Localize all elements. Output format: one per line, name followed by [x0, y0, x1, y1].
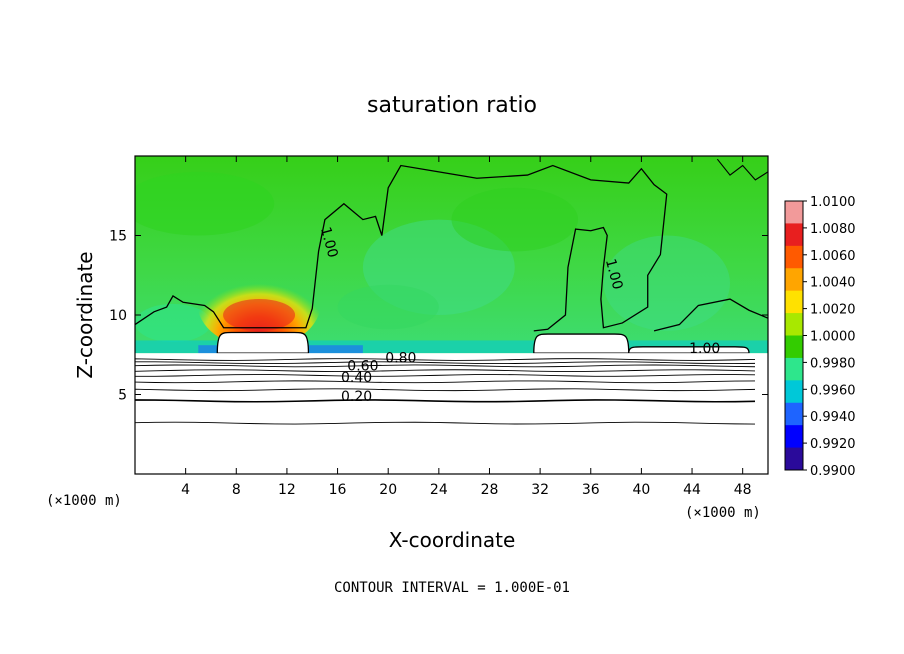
contour-1-00: [716, 158, 768, 181]
colorbar: 1.0100 1.0080 1.0060 1.0040 1.0020 1.0000 0.99…: [784, 195, 856, 479]
field-patch: [603, 235, 731, 331]
colorbar-swatch: [785, 335, 803, 359]
contour-label: 0.60: [347, 359, 378, 375]
y-axis: 5 10 15: [109, 229, 768, 404]
colorbar-swatch: [785, 245, 803, 269]
contour-line: [135, 388, 756, 392]
field-patch: [135, 171, 275, 236]
dry-region: [628, 346, 750, 354]
contour-1-00: [135, 164, 668, 332]
contour-line: [135, 369, 756, 372]
colorbar-label: 0.9940: [810, 410, 856, 425]
contour-line: [135, 380, 756, 384]
x-tick-label: 20: [379, 482, 397, 498]
x-tick-label: 24: [430, 482, 448, 498]
contour-line: [135, 374, 756, 377]
x-tick-label: 16: [329, 482, 347, 498]
colorbar-label: 1.0000: [810, 330, 856, 345]
colorbar-swatch: [785, 290, 803, 314]
colorbar-label: 1.0040: [810, 276, 856, 291]
colorbar-label: 0.9960: [810, 383, 856, 398]
colorbar-swatch: [785, 268, 803, 292]
contour-label: 1.00: [689, 341, 720, 357]
contour-line: [135, 361, 756, 365]
y-tick-label: 15: [109, 229, 127, 245]
contour-line: [135, 364, 756, 368]
contour-line: [135, 358, 756, 361]
x-tick-label: 36: [582, 482, 600, 498]
x-tick-label: 12: [278, 482, 296, 498]
colorbar-label: 1.0100: [810, 195, 856, 210]
colorbar-swatch: [785, 357, 803, 381]
x-axis-label: X-coordinate: [389, 528, 516, 552]
contour-label: 0.80: [385, 351, 416, 367]
colorbar-label: 1.0020: [810, 303, 856, 318]
colorbar-swatch: [785, 425, 803, 449]
supersaturated-core-peak: [223, 299, 296, 331]
contour-label: 0.20: [341, 389, 372, 405]
contour-label: 1.00: [602, 257, 626, 291]
contour-line: [135, 421, 756, 425]
contour-line: [135, 399, 756, 403]
dry-region: [216, 331, 310, 354]
dry-region: [533, 333, 630, 354]
x-tick-label: 28: [481, 482, 499, 498]
colorbar-label: 0.9900: [810, 464, 856, 479]
colorbar-swatch: [785, 380, 803, 404]
colorbar-label: 0.9920: [810, 437, 856, 452]
y-tick-label: 5: [118, 388, 127, 404]
x-tick-label: 44: [683, 482, 701, 498]
contour-interval-note: CONTOUR INTERVAL = 1.000E-01: [334, 580, 570, 596]
field-patch: [451, 187, 579, 252]
colorbar-label: 1.0060: [810, 249, 856, 264]
colorbar-swatch: [785, 201, 803, 224]
field-patch: [337, 284, 439, 330]
field-patch: [135, 303, 211, 343]
dry-regions: [216, 331, 750, 354]
colorbar-swatch: [785, 402, 803, 426]
colorbar-swatch: [785, 447, 803, 471]
contour-label: 0.40: [341, 370, 372, 386]
chart-title: saturation ratio: [367, 93, 537, 118]
x-tick-label: 40: [632, 482, 650, 498]
y-axis-label: Z-coordinate: [73, 251, 97, 378]
x-axis: 4 8 12 16 20 24 28 32 36 40 44 48: [181, 156, 752, 498]
y-tick-label: 10: [109, 308, 127, 324]
x-tick-label: 32: [531, 482, 549, 498]
plot-area: [135, 156, 768, 474]
colorbar-label: 1.0080: [810, 222, 856, 237]
contour-label: 1.00: [317, 225, 341, 259]
colorbar-label: 0.9980: [810, 356, 856, 371]
x-tick-label: 8: [232, 482, 241, 498]
subcloud-layer: [135, 353, 768, 474]
contour-lines: [135, 158, 768, 425]
contour-1-00: [653, 298, 768, 332]
colorbar-swatch: [785, 223, 803, 247]
x-tick-label: 48: [734, 482, 752, 498]
x-unit-left: (×1000 m): [46, 493, 122, 509]
x-unit-right: (×1000 m): [685, 505, 761, 521]
x-tick-label: 4: [181, 482, 190, 498]
colorbar-swatch: [785, 313, 803, 336]
contour-labels: 1.00 1.00 1.00 0.80 0.600.40 0.20: [317, 225, 720, 405]
